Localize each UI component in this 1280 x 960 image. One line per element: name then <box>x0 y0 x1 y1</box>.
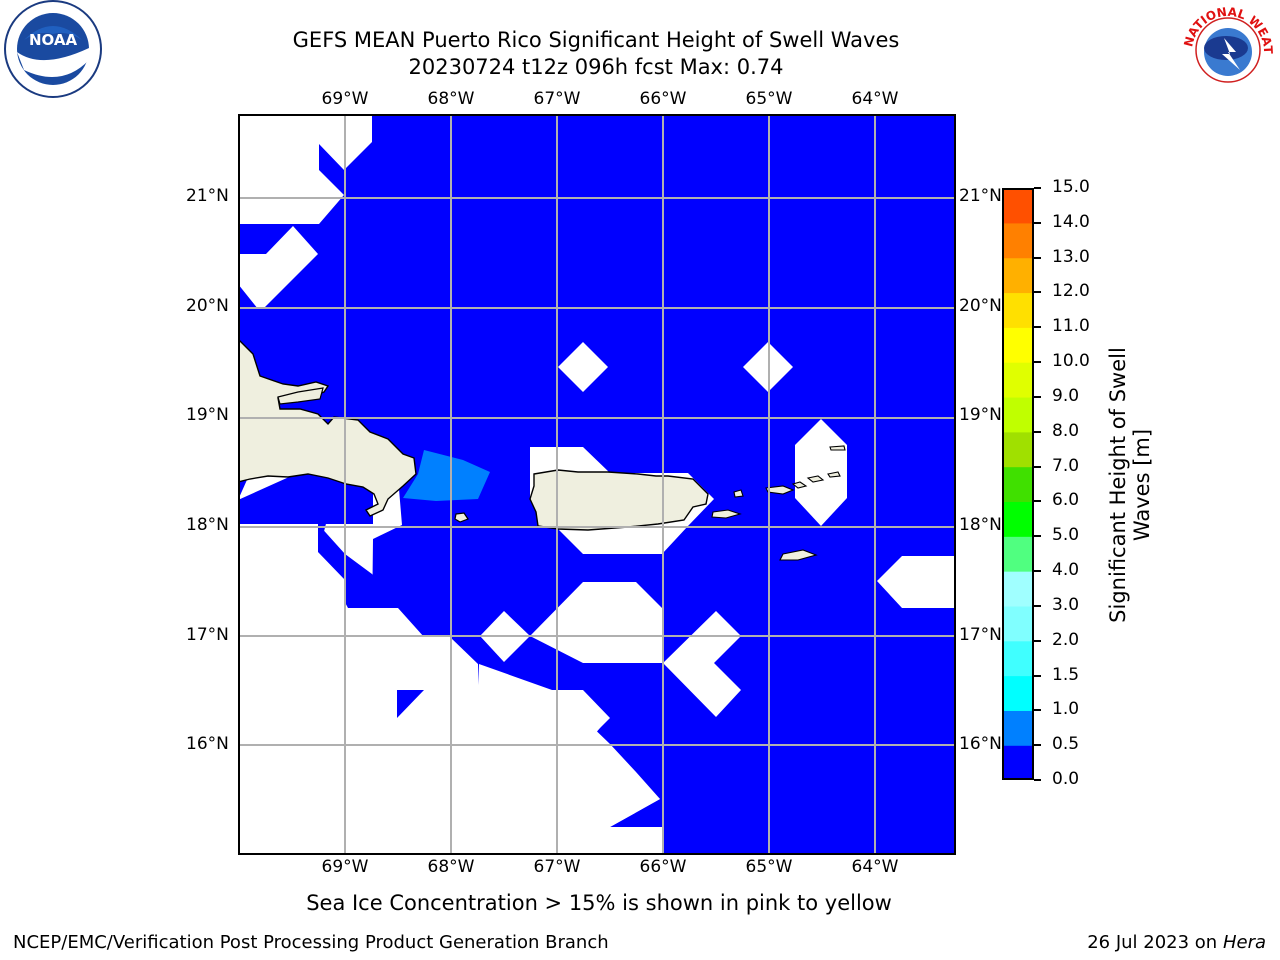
lat-label-right-20n: 20°N <box>959 296 1002 316</box>
colorbar-tick-mark <box>1034 744 1041 747</box>
colorbar-segment <box>1002 327 1034 363</box>
colorbar-tick-mark <box>1034 779 1041 781</box>
lat-label-right-17n: 17°N <box>959 625 1002 645</box>
lat-label-right-16n: 16°N <box>959 734 1002 754</box>
colorbar-segment <box>1002 431 1034 468</box>
colorbar-tick-label: 3.0 <box>1052 594 1080 615</box>
noaa-logo-text: NOAA <box>29 31 78 49</box>
lat-label-left-16n: 16°N <box>186 734 229 754</box>
colorbar-tick-mark <box>1034 430 1041 433</box>
colorbar-segment <box>1002 292 1034 328</box>
colorbar-tick-mark <box>1034 187 1041 189</box>
colorbar-tick-mark <box>1034 291 1041 294</box>
colorbar-segment <box>1002 745 1034 781</box>
hispaniola-land <box>237 337 417 517</box>
colorbar-tick-label: 5.0 <box>1052 525 1080 546</box>
colorbar-tick-label: 12.0 <box>1052 281 1090 302</box>
host-text: Hera <box>1222 932 1266 953</box>
colorbar-tick-mark <box>1034 326 1041 329</box>
lat-label-right-19n: 19°N <box>959 405 1002 425</box>
colorbar-tick-mark <box>1034 709 1041 712</box>
lon-label-top-68w: 68°W <box>427 89 475 109</box>
sea-ice-note: Sea Ice Concentration > 15% is shown in … <box>306 891 892 915</box>
colorbar-tick-mark <box>1034 639 1041 642</box>
colorbar-segment <box>1002 466 1034 503</box>
swell-shallow-patch <box>403 450 490 501</box>
colorbar-tick-label: 4.0 <box>1052 560 1080 581</box>
colorbar <box>1002 188 1034 781</box>
colorbar-tick-label: 1.5 <box>1052 664 1080 685</box>
lon-label-bottom-65w: 65°W <box>745 857 793 877</box>
colorbar-tick-label: 1.0 <box>1052 699 1080 720</box>
colorbar-tick-mark <box>1034 256 1041 259</box>
colorbar-tick-label: 11.0 <box>1052 316 1090 337</box>
colorbar-segment <box>1002 396 1034 433</box>
colorbar-tick-mark <box>1034 465 1041 468</box>
credit-text: NCEP/EMC/Verification Post Processing Pr… <box>13 932 609 953</box>
colorbar-svg <box>1002 188 1034 781</box>
lat-label-left-18n: 18°N <box>186 515 229 535</box>
date-host: 26 Jul 2023 on Hera <box>1087 932 1266 953</box>
colorbar-tick-label: 9.0 <box>1052 385 1080 406</box>
colorbar-tick-mark <box>1034 500 1041 503</box>
colorbar-label-line1: Significant Height of Swell <box>1106 347 1130 623</box>
colorbar-tick-mark <box>1034 570 1041 573</box>
lat-label-left-17n: 17°N <box>186 625 229 645</box>
colorbar-segment <box>1002 501 1034 537</box>
map-subtitle: 20230724 t12z 096h fcst Max: 0.74 <box>408 55 784 79</box>
lon-label-bottom-67w: 67°W <box>533 857 581 877</box>
colorbar-label-line2: Waves [m] <box>1130 428 1154 542</box>
map-panel <box>237 114 956 855</box>
colorbar-tick-mark <box>1034 535 1041 538</box>
colorbar-tick-label: 6.0 <box>1052 490 1080 511</box>
colorbar-tick-mark <box>1034 674 1041 677</box>
lat-label-right-21n: 21°N <box>959 186 1002 206</box>
colorbar-tick-label: 13.0 <box>1052 246 1090 267</box>
colorbar-tick-label: 10.0 <box>1052 351 1090 372</box>
lon-label-top-69w: 69°W <box>321 89 369 109</box>
nws-logo: NATIONAL WEATHER SERVICE <box>1173 0 1278 100</box>
colorbar-segment <box>1002 710 1034 746</box>
colorbar-tick-label: 8.0 <box>1052 420 1080 441</box>
lon-label-bottom-68w: 68°W <box>427 857 475 877</box>
lon-label-top-65w: 65°W <box>745 89 793 109</box>
colorbar-tick-label: 0.5 <box>1052 734 1080 755</box>
colorbar-segment <box>1002 188 1034 224</box>
lat-label-left-21n: 21°N <box>186 186 229 206</box>
lon-label-top-67w: 67°W <box>533 89 581 109</box>
colorbar-tick-mark <box>1034 361 1041 364</box>
colorbar-tick-mark <box>1034 604 1041 607</box>
map-title: GEFS MEAN Puerto Rico Significant Height… <box>292 28 900 52</box>
colorbar-segment <box>1002 605 1034 642</box>
colorbar-segment <box>1002 640 1034 677</box>
lon-label-bottom-64w: 64°W <box>851 857 899 877</box>
colorbar-tick-mark <box>1034 221 1041 224</box>
colorbar-tick-mark <box>1034 395 1041 398</box>
lon-label-bottom-69w: 69°W <box>321 857 369 877</box>
colorbar-segment <box>1002 675 1034 711</box>
colorbar-segment <box>1002 257 1034 294</box>
colorbar-border <box>1002 188 1034 780</box>
lon-label-top-66w: 66°W <box>639 89 687 109</box>
colorbar-segment <box>1002 536 1034 572</box>
lon-label-top-64w: 64°W <box>851 89 899 109</box>
graticule <box>238 114 956 855</box>
map-svg <box>237 114 956 855</box>
noaa-logo: NOAA <box>2 0 104 100</box>
lat-label-left-20n: 20°N <box>186 296 229 316</box>
lon-label-bottom-66w: 66°W <box>639 857 687 877</box>
colorbar-tick-label: 0.0 <box>1052 769 1080 789</box>
colorbar-segment <box>1002 362 1034 398</box>
date-text: 26 Jul 2023 on <box>1087 932 1223 953</box>
colorbar-tick-label: 15.0 <box>1052 177 1090 197</box>
colorbar-tick-label: 7.0 <box>1052 455 1080 476</box>
colorbar-segment <box>1002 222 1034 259</box>
colorbar-tick-label: 14.0 <box>1052 211 1090 232</box>
lat-label-left-19n: 19°N <box>186 405 229 425</box>
colorbar-segment <box>1002 571 1034 607</box>
lat-label-right-18n: 18°N <box>959 515 1002 535</box>
colorbar-tick-label: 2.0 <box>1052 629 1080 650</box>
